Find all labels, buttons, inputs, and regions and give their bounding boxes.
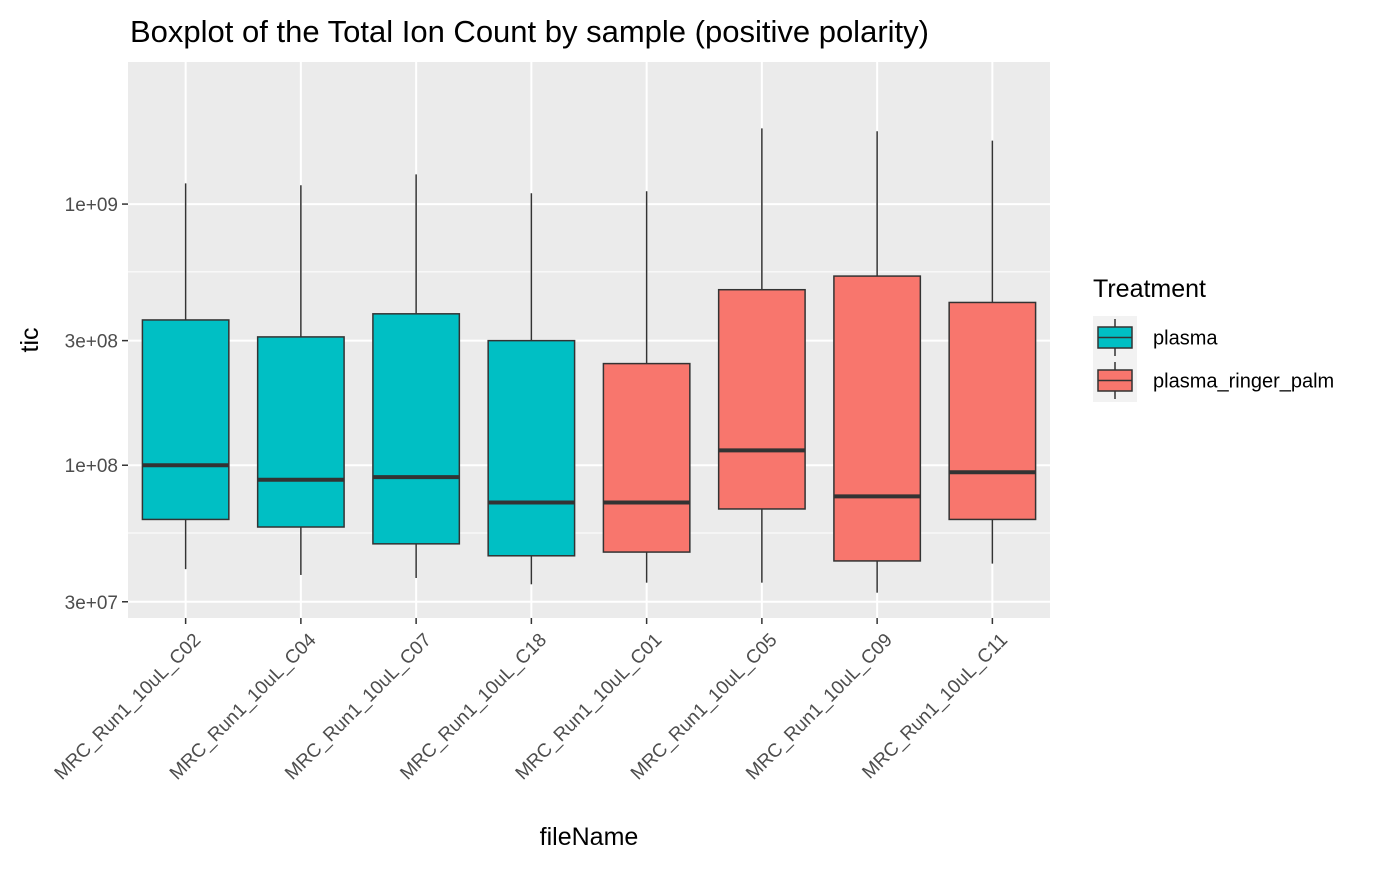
x-axis-title: fileName xyxy=(540,823,639,851)
box-iqr xyxy=(256,336,345,528)
y-tick-label: 1e+09 xyxy=(65,195,118,216)
box-MRC_Run1_10uL_C11 xyxy=(948,140,1037,564)
chart-title: Boxplot of the Total Ion Count by sample… xyxy=(130,14,929,49)
box-iqr xyxy=(948,301,1037,521)
box-MRC_Run1_10uL_C01 xyxy=(602,191,691,583)
y-axis-title: tic xyxy=(16,328,44,353)
box-iqr xyxy=(717,288,806,510)
box-iqr xyxy=(141,319,230,521)
legend: Treatment plasma plasma_ringer_palm xyxy=(1093,275,1334,402)
box-iqr xyxy=(833,275,922,562)
box-iqr xyxy=(372,313,461,545)
y-tick-label: 3e+07 xyxy=(65,593,118,614)
box-MRC_Run1_10uL_C02 xyxy=(141,183,230,570)
box-MRC_Run1_10uL_C09 xyxy=(833,131,922,593)
box-iqr xyxy=(602,362,691,553)
box-MRC_Run1_10uL_C07 xyxy=(372,174,461,578)
legend-item-plasma_ringer_palm: plasma_ringer_palm xyxy=(1093,359,1334,402)
box-MRC_Run1_10uL_C05 xyxy=(717,128,806,583)
legend-item-plasma: plasma xyxy=(1093,316,1218,359)
legend-label: plasma xyxy=(1153,328,1218,350)
legend-title: Treatment xyxy=(1093,275,1206,303)
y-tick-label: 3e+08 xyxy=(65,332,118,353)
box-MRC_Run1_10uL_C04 xyxy=(256,185,345,575)
y-tick-label: 1e+08 xyxy=(65,456,118,477)
legend-label: plasma_ringer_palm xyxy=(1153,371,1334,393)
box-iqr xyxy=(487,339,576,557)
box-MRC_Run1_10uL_C18 xyxy=(487,193,576,585)
